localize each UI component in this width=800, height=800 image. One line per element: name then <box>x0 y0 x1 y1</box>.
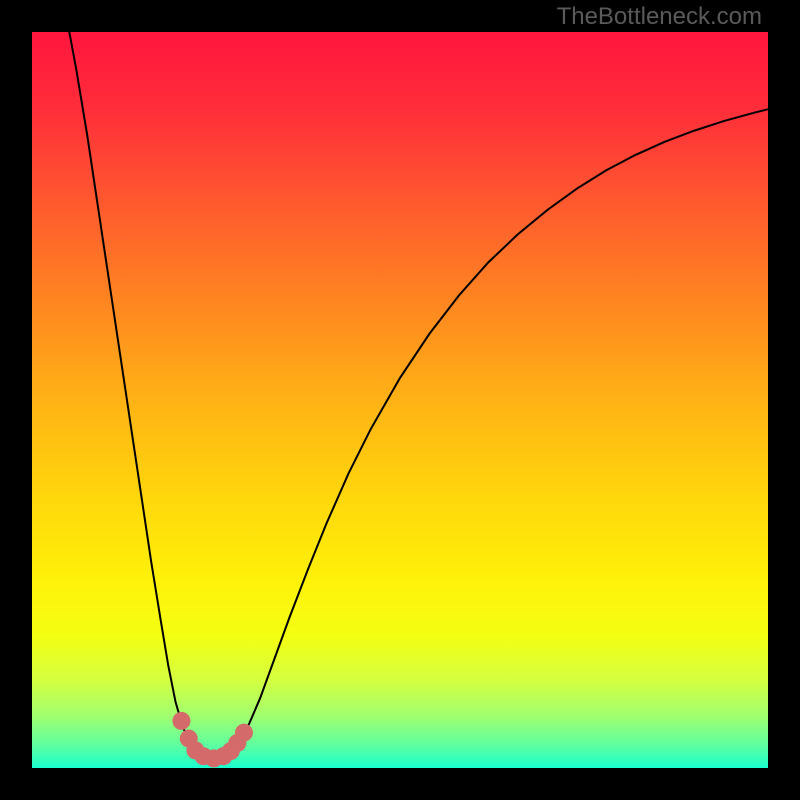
chart-svg <box>32 32 768 768</box>
bottleneck-curve <box>67 32 768 758</box>
frame: TheBottleneck.com <box>0 0 800 800</box>
plot-area <box>32 32 768 768</box>
watermark-text: TheBottleneck.com <box>557 3 762 31</box>
dots-group <box>172 712 253 768</box>
dot <box>172 712 190 730</box>
dot <box>235 724 253 742</box>
